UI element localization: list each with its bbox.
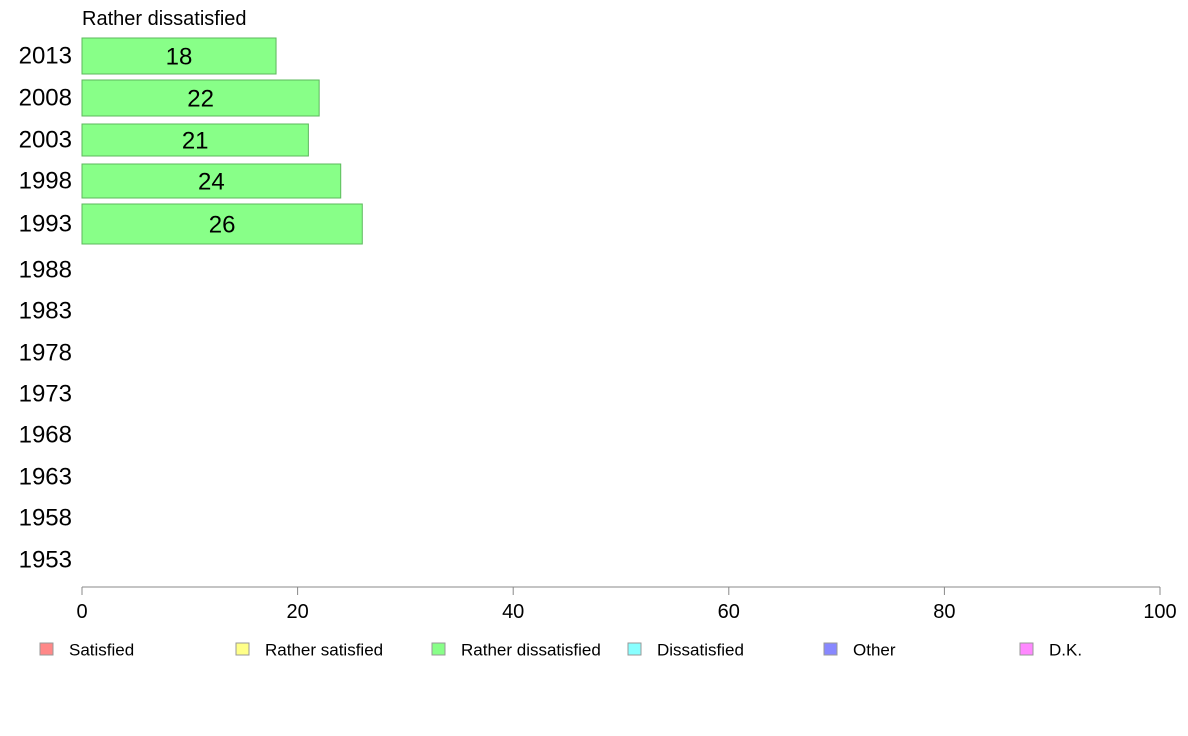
legend-swatch — [39, 642, 54, 656]
year-label: 2013 — [19, 43, 72, 70]
legend-label: Other — [853, 641, 896, 660]
legend-label: Rather dissatisfied — [461, 641, 601, 660]
bar-value-label: 22 — [187, 86, 214, 113]
bar-value-label: 18 — [166, 44, 193, 71]
legend-label: Rather satisfied — [265, 641, 383, 660]
legend-swatch — [627, 642, 642, 656]
year-label: 1978 — [19, 340, 72, 367]
bar — [81, 37, 277, 75]
legend-label: Satisfied — [69, 641, 134, 660]
x-tick-label: 100 — [1143, 601, 1176, 623]
x-tick-label: 80 — [933, 601, 955, 623]
bar-value-label: 21 — [182, 128, 209, 155]
year-label: 1953 — [19, 547, 72, 574]
year-label: 1983 — [19, 298, 72, 325]
bar-value-label: 24 — [198, 169, 225, 196]
year-label: 1963 — [19, 464, 72, 491]
bars: 18 22 21 24 26 — [81, 37, 363, 245]
bar-value-label: 26 — [209, 212, 236, 239]
year-label: 1998 — [19, 168, 72, 195]
year-label: 1993 — [19, 211, 72, 238]
year-labels: 2013 2008 2003 1998 1993 1988 1983 1978 1973 1968… — [19, 43, 72, 574]
x-tick-label: 20 — [286, 601, 308, 623]
legend-swatch — [823, 642, 838, 656]
bar — [81, 123, 309, 157]
year-label: 1973 — [19, 381, 72, 408]
legend-swatch — [431, 642, 446, 656]
x-tick-label: 40 — [502, 601, 524, 623]
panel-title: Rather dissatisfied — [82, 8, 247, 30]
year-label: 2008 — [19, 85, 72, 112]
x-axis: 0 20 40 60 80 100 — [76, 586, 1177, 623]
legend: Satisfied Rather satisfied Rather dissatis… — [39, 641, 1082, 660]
legend-swatch — [235, 642, 250, 656]
year-label: 2003 — [19, 127, 72, 154]
bar — [81, 79, 320, 117]
year-label: 1988 — [19, 257, 72, 284]
x-tick-label: 60 — [718, 601, 740, 623]
legend-label: D.K. — [1049, 641, 1082, 660]
x-tick-label: 0 — [76, 601, 87, 623]
year-label: 1968 — [19, 422, 72, 449]
legend-swatch — [1019, 642, 1034, 656]
legend-label: Dissatisfied — [657, 641, 744, 660]
bar — [81, 203, 363, 245]
bar — [81, 163, 342, 199]
year-label: 1958 — [19, 505, 72, 532]
